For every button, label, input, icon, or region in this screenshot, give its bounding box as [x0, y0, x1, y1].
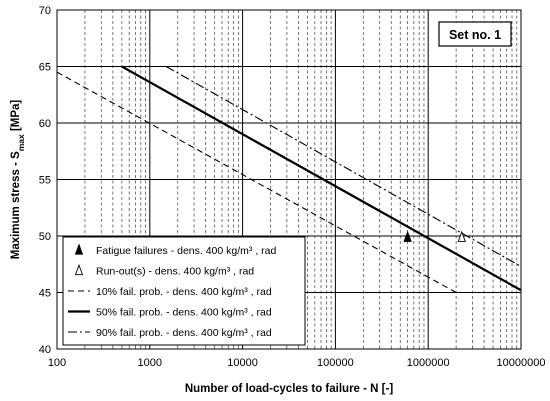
series-line-solid: [121, 65, 522, 292]
legend: Fatigue failures - dens. 400 kg/m³ , rad…: [62, 236, 306, 346]
series-layer: [56, 65, 522, 293]
x-tick-label: 10000: [227, 357, 258, 369]
x-tick-label: 100000: [317, 357, 354, 369]
x-tick-labels: 100 1000 10000 100000 1000000 10000000: [48, 357, 546, 369]
plot-border: [56, 9, 522, 350]
y-tick-label: 50: [39, 231, 51, 243]
y-axis-title-unit: [MPa]: [10, 100, 22, 135]
y-tick-labels: 40 45 50 55 60 65 70: [39, 5, 51, 356]
x-axis-title: Number of load-cycles to failure - N [-]: [185, 383, 393, 395]
legend-swatch-marker-open: [74, 263, 84, 276]
y-tick-label: 60: [39, 118, 51, 130]
x-tick-label: 10000000: [497, 357, 546, 369]
legend-swatch-marker-filled: [74, 243, 84, 255]
y-axis-title-main: Maximum stress - S: [10, 151, 22, 259]
y-tick-label: 40: [39, 344, 51, 356]
x-tick-label: 100: [48, 357, 66, 369]
y-tick-label: 70: [39, 5, 51, 17]
x-tick-label: 1000: [138, 357, 162, 369]
set-annotation-frame: [438, 21, 512, 47]
legend-label: 10% fail. prob. - dens. 400 kg/m³ , rad: [96, 286, 272, 298]
legend-label: Fatigue failures - dens. 400 kg/m³ , rad: [96, 245, 276, 257]
legend-label: Run-out(s) - dens. 400 kg/m³ , rad: [96, 266, 254, 278]
y-tick-label: 45: [39, 288, 51, 300]
y-axis-title: Maximum stress - Smax [MPa]: [10, 100, 26, 260]
y-tick-label: 65: [39, 62, 51, 74]
series-line-dashed: [56, 71, 457, 293]
legend-frame: [62, 236, 306, 346]
series-marker-marker-filled: [403, 230, 412, 242]
legend-label: 50% fail. prob. - dens. 400 kg/m³ , rad: [96, 307, 272, 319]
y-tick-label: 55: [39, 175, 51, 187]
x-tick-label: 1000000: [407, 357, 450, 369]
y-axis-title-subscript: max: [16, 134, 26, 151]
set-annotation-box: Set no. 1: [438, 21, 512, 47]
series-marker-marker-open: [457, 230, 466, 242]
set-annotation-label: Set no. 1: [449, 28, 501, 42]
legend-label: 90% fail. prob. - dens. 400 kg/m³ , rad: [96, 327, 272, 339]
